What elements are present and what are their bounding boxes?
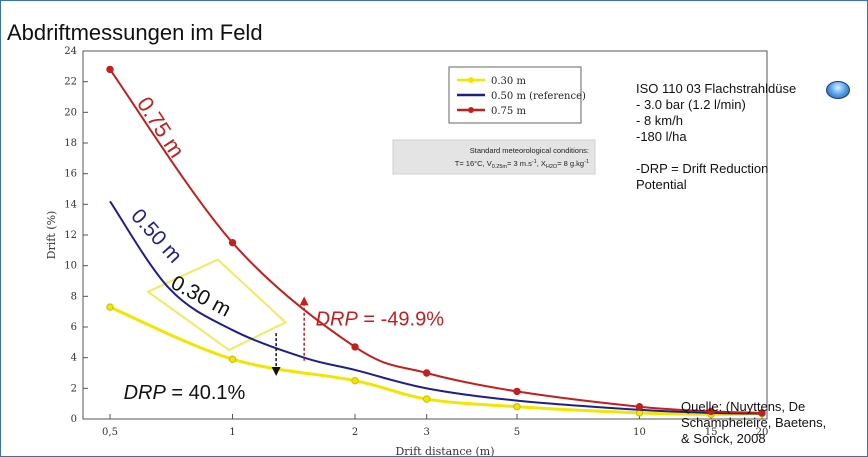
y-tick-label: 12 (64, 230, 77, 241)
drp-prefix: DRP (316, 308, 359, 330)
drp-value: = 40.1% (166, 382, 246, 404)
point-0-30 (106, 303, 114, 311)
drp-annotation-0: DRP = -49.9% (316, 308, 445, 330)
x-tick-label: 3 (424, 427, 430, 438)
y-axis-label: Drift (%) (45, 211, 58, 260)
conditions-line2_end: = 8 g.kg (557, 159, 584, 168)
conditions-line-1: Standard meteorological conditions: (470, 146, 589, 155)
point-0-75 (228, 238, 237, 247)
point-0-75 (106, 65, 114, 74)
info-line-0: ISO 110 03 Flachstrahldüse (636, 81, 797, 96)
conditions-line2_sub2: H2O (546, 164, 558, 170)
point-0-75 (758, 409, 766, 417)
x-tick-label: 15 (705, 427, 718, 438)
info-line-6: Potential (636, 177, 687, 192)
info-line-2: - 8 km/h (636, 113, 683, 128)
drp-annotation-1: DRP = 40.1% (124, 382, 246, 404)
x-tick-label: 10 (633, 427, 646, 438)
x-tick-label: 1 (229, 427, 235, 438)
slide-title: Abdriftmessungen im Feld (7, 20, 263, 45)
y-tick-label: 4 (71, 353, 77, 364)
x-tick-label: 20 (756, 427, 769, 438)
point-0-75 (351, 343, 359, 351)
conditions-line2: T= 16°C, V (455, 159, 492, 168)
series-line-0-50 (109, 200, 763, 415)
conditions-line-2: T= 16°C, V0.25m= 3 m.s-1, XH2O= 8 g.kg-1 (455, 159, 589, 170)
x-tick-label: 5 (514, 427, 520, 438)
plot-frame (82, 50, 768, 420)
x-tick-label: 2 (352, 427, 358, 438)
conditions-line2_sup2: -1 (584, 159, 589, 165)
y-tick-label: 20 (64, 107, 77, 118)
drp-value: = -49.9% (358, 308, 444, 330)
y-tick-label: 8 (71, 291, 77, 302)
source-line-2: & Sonck, 2008 (681, 431, 766, 446)
point-0-75 (707, 407, 715, 416)
conditions-line2_mid2: , X (537, 159, 546, 168)
source-line-1: Schampheleire, Baetens, (681, 415, 827, 430)
y-tick-label: 18 (64, 138, 77, 149)
x-tick-label: 0,5 (102, 427, 118, 438)
conditions-line2_sub: 0.25m (492, 164, 508, 170)
legend-label: 0.30 m (491, 76, 526, 87)
highlight-box (146, 258, 288, 352)
conditions-box (392, 139, 596, 175)
point-0-30 (513, 403, 521, 411)
info-line-4 (636, 145, 796, 161)
y-tick-label: 6 (71, 322, 77, 333)
y-tick-label: 2 (71, 383, 77, 394)
info-line-1: - 3.0 bar (1.2 l/min) (636, 97, 746, 112)
point-0-30 (422, 395, 431, 403)
source-line-0: Quelle: (Nuyttens, De (681, 399, 806, 414)
legend-marker (468, 107, 474, 113)
conditions-line2_mid: = 3 m.s (507, 159, 532, 168)
legend-marker (468, 77, 474, 83)
point-0-75 (635, 403, 644, 411)
conditions-line2_sup: -1 (532, 159, 537, 165)
point-0-30 (351, 376, 359, 385)
y-tick-label: 10 (64, 261, 77, 272)
legend-label: 0.50 m (reference) (491, 91, 586, 102)
y-tick-label: 0 (71, 414, 77, 425)
series-line-0-75 (109, 68, 763, 414)
info-line-3: -180 l/ha (636, 129, 687, 144)
info-panel: ISO 110 03 Flachstrahldüse - 3.0 bar (1.2… (636, 81, 796, 193)
point-0-75 (513, 387, 521, 396)
nozzle-icon (826, 81, 850, 99)
info-line-5: -DRP = Drift Reduction (636, 161, 769, 176)
point-0-75 (422, 369, 431, 377)
y-tick-label: 16 (64, 169, 77, 180)
y-tick-label: 14 (64, 199, 77, 210)
drp-prefix: DRP (124, 382, 167, 404)
source-panel: Quelle: (Nuyttens, De Schampheleire, Baet… (681, 399, 826, 447)
legend-label: 0.75 m (491, 106, 526, 117)
x-axis-label: Drift distance (m) (395, 445, 494, 456)
y-tick-label: 24 (64, 46, 77, 57)
point-0-30 (228, 355, 237, 363)
y-tick-label: 22 (64, 77, 77, 88)
